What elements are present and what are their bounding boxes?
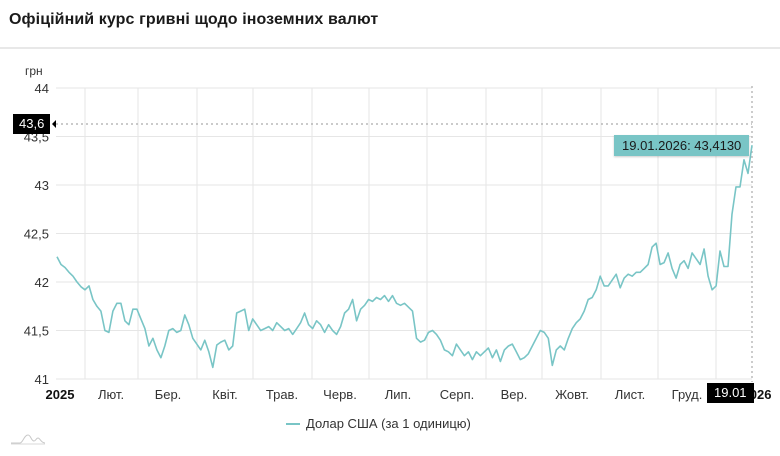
x-tick-label: Трав. [266, 387, 298, 402]
series-line-usd[interactable] [56, 145, 753, 369]
legend-item-usd[interactable]: Долар США (за 1 одиницю) [286, 416, 471, 431]
x-tick-label: Серп. [440, 387, 475, 402]
y-tick-label: 43 [35, 178, 49, 193]
page-title: Офіційний курс гривні щодо іноземних вал… [9, 11, 379, 28]
x-tick-label: 2025 [46, 387, 75, 402]
x-axis-ticks: 2025 Лют. Бер. Квіт. Трав. Черв. Лип. Серп. Вер.… [46, 387, 772, 402]
x-tick-label: Квіт. [212, 387, 238, 402]
crosshair-x-label: 19.01 [707, 383, 754, 403]
x-tick-label: Черв. [323, 387, 357, 402]
legend-swatch [286, 422, 300, 425]
x-tick-label: Жовт. [555, 387, 589, 402]
x-tick-label: Лют. [98, 387, 124, 402]
y-tick-label: 41 [35, 372, 49, 387]
data-tooltip: 19.01.2026: 43,4130 [614, 135, 750, 156]
x-tick-label: Лип. [385, 387, 411, 402]
chart-logo-icon [11, 434, 46, 445]
header-divider [0, 47, 780, 49]
y-tick-label: 42 [35, 275, 49, 290]
y-tick-label: 44 [35, 81, 49, 96]
x-tick-label: Бер. [155, 387, 182, 402]
legend-label: Долар США (за 1 одиницю) [306, 416, 471, 431]
y-tick-label: 41,5 [24, 324, 49, 339]
y-tick-label: 42,5 [24, 227, 49, 242]
y-axis-unit: грн [25, 64, 43, 78]
x-tick-label: Груд. [672, 387, 703, 402]
chart-grid [56, 87, 752, 380]
crosshair-y-label: 43,6 [13, 114, 51, 134]
x-tick-label: Вер. [501, 387, 528, 402]
y-badge-pointer [52, 120, 56, 128]
x-tick-label: Лист. [615, 387, 645, 402]
